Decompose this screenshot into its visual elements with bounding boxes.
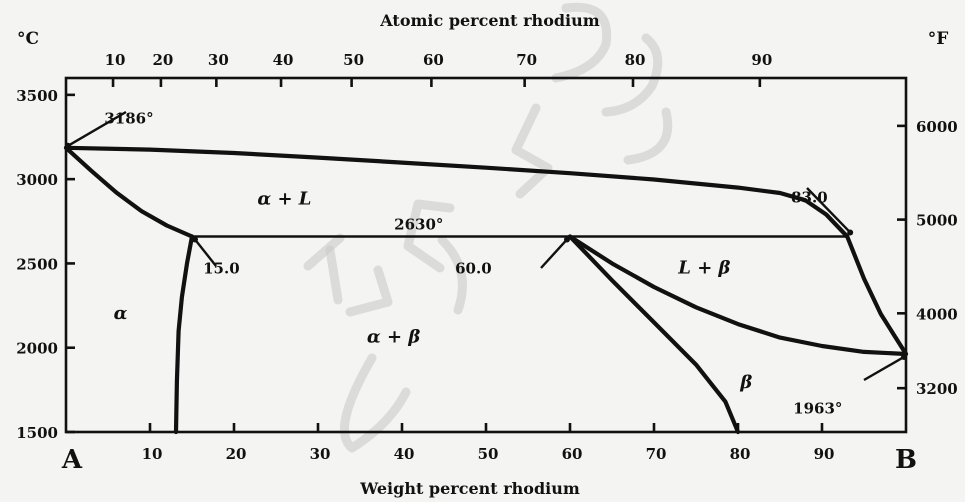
bottom-axis-label: Weight percent rhodium (359, 479, 580, 498)
annotation-leader-3 (540, 238, 568, 269)
atomic-tick-label-80: 80 (625, 51, 646, 69)
x-tick-label-30: 30 (310, 445, 331, 463)
top-axis-label: Atomic percent rhodium (379, 11, 599, 30)
y-tick-label-2000: 2000 (16, 340, 58, 358)
atomic-tick-label-60: 60 (423, 51, 444, 69)
fahrenheit-tick-label-4000: 4000 (916, 305, 958, 323)
phase-boundary-3 (173, 234, 195, 435)
watermark (303, 2, 673, 453)
annotation-6: L + β (677, 258, 730, 279)
plot-frame (64, 76, 908, 434)
atomic-tick-label-20: 20 (152, 51, 173, 69)
annotation-10: 1963° (793, 399, 842, 417)
annotation-4: 15.0 (203, 260, 240, 278)
fahrenheit-tick-label-6000: 6000 (916, 118, 958, 136)
phase-boundary-5 (567, 234, 909, 357)
annotation-leader-4 (863, 355, 905, 382)
phase-boundary-0 (63, 145, 850, 239)
x-tick-label-10: 10 (142, 445, 163, 463)
phase-boundary-4 (567, 234, 741, 435)
y-tick-label-2500: 2500 (16, 255, 58, 273)
atomic-tick-label-40: 40 (273, 51, 294, 69)
atomic-tick-label-50: 50 (343, 51, 364, 69)
fahrenheit-tick-label-3200: 3200 (916, 380, 958, 398)
annotation-arrowhead-3 (564, 236, 570, 243)
y-tick-label-3000: 3000 (16, 171, 58, 189)
annotation-7: α (114, 303, 128, 324)
x-tick-label-90: 90 (814, 445, 835, 463)
x-tick-label-60: 60 (562, 445, 583, 463)
annotation-arrowhead-2 (192, 236, 198, 243)
x-tick-label-20: 20 (226, 445, 247, 463)
y-tick-label-1500: 1500 (16, 424, 58, 442)
annotation-9: β (739, 372, 752, 393)
atomic-tick-label-10: 10 (105, 51, 126, 69)
atomic-tick-label-70: 70 (516, 51, 537, 69)
fahrenheit-tick-label-5000: 5000 (916, 212, 958, 230)
annotation-arrowhead-1 (847, 229, 854, 236)
annotation-3: 83.0 (791, 189, 828, 207)
y-tick-label-3500: 3500 (16, 87, 58, 105)
annotation-leader-1 (806, 187, 852, 234)
annotation-1: α + L (257, 188, 311, 209)
atomic-tick-label-90: 90 (751, 51, 772, 69)
phase-boundary-6 (845, 234, 909, 357)
atomic-tick-label-30: 30 (208, 51, 229, 69)
annotation-2: 2630° (394, 216, 443, 234)
x-tick-label-40: 40 (394, 445, 415, 463)
annotation-leader-2 (194, 238, 217, 267)
annotation-5: 60.0 (455, 260, 492, 278)
x-tick-label-50: 50 (478, 445, 499, 463)
annotation-8: α + β (367, 327, 420, 348)
x-tick-label-70: 70 (646, 445, 667, 463)
right-end-label: B (895, 445, 917, 475)
x-tick-label-80: 80 (730, 445, 751, 463)
annotation-arrowhead-0 (65, 142, 71, 149)
annotation-arrowhead-4 (901, 353, 907, 360)
left-end-label: A (61, 445, 83, 475)
phase-boundary-1 (63, 145, 195, 239)
annotation-leader-0 (67, 110, 127, 147)
left-unit-label: °C (17, 29, 39, 49)
right-unit-label: °F (928, 29, 949, 49)
annotation-0: 3186° (104, 110, 153, 128)
